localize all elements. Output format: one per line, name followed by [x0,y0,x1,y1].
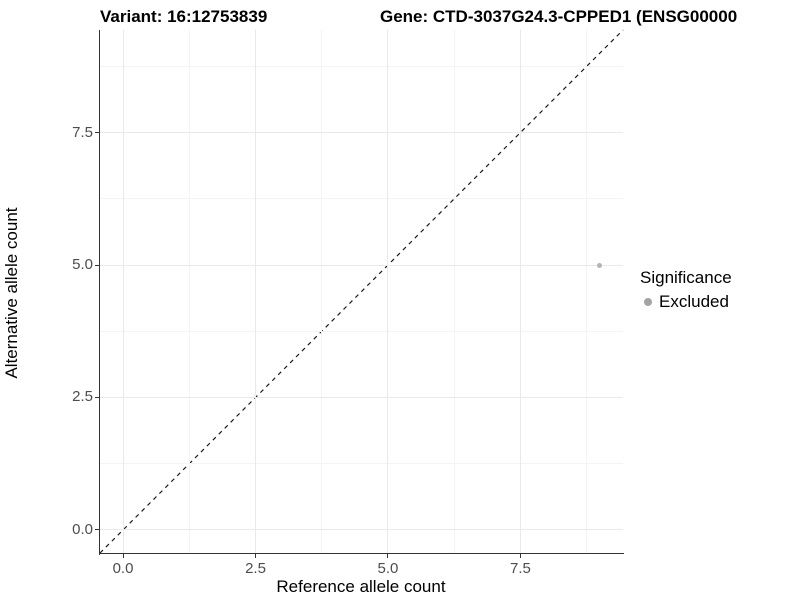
y-tick-label: 5.0 [72,256,93,273]
variant-title: Variant: 16:12753839 [100,7,268,26]
major-gridline [100,529,623,531]
minor-gridline [100,330,623,332]
legend-item-excluded: Excluded [640,292,732,311]
y-tick-label: 0.0 [72,520,93,538]
y-tick-label: 7.5 [72,123,93,141]
major-gridline [255,30,256,553]
gene-title: Gene: CTD-3037G24.3-CPPED1 (ENSG00000 [380,7,738,26]
legend: Significance Excluded [640,268,732,311]
y-tick-label: 2.5 [72,388,93,406]
x-axis-tick [387,554,389,559]
legend-key [640,294,656,310]
x-axis-title: Reference allele count [276,577,446,596]
data-point [597,262,603,268]
excluded-point-icon [644,297,652,306]
plot-panel: 0.0 2.5 5.0 7.5 0.0 2.5 5.0 7.5 [72,29,624,577]
x-axis-tick [255,554,256,559]
identity-line-layer [99,29,624,554]
major-gridline [519,30,521,553]
major-gridline [100,396,623,398]
x-tick-label: 5.0 [377,560,399,577]
minor-gridline [100,198,623,200]
x-axis-tick [519,554,521,559]
y-axis-tick [94,132,99,133]
minor-gridline [453,30,455,553]
y-axis-tick [94,529,99,531]
x-axis-tick [122,554,124,559]
identity-dashed-line [99,29,624,554]
major-gridline [122,30,124,553]
y-axis-tick [94,264,99,266]
y-axis-tick [94,396,99,398]
x-tick-label: 2.5 [245,560,266,577]
minor-gridline [321,30,323,553]
major-gridline [100,132,623,133]
y-axis-title: Alternative allele count [2,207,21,379]
minor-gridline [188,30,190,553]
major-gridline [100,264,623,266]
minor-gridline [586,30,588,553]
y-axis-line [98,30,100,555]
minor-gridline [100,463,623,465]
minor-gridline [100,65,623,67]
x-axis-line [98,553,625,555]
x-tick-label: 0.0 [112,560,134,577]
legend-item-label: Excluded [659,291,729,311]
x-tick-label: 7.5 [510,560,531,577]
legend-title: Significance [640,268,732,287]
major-gridline [387,30,389,553]
